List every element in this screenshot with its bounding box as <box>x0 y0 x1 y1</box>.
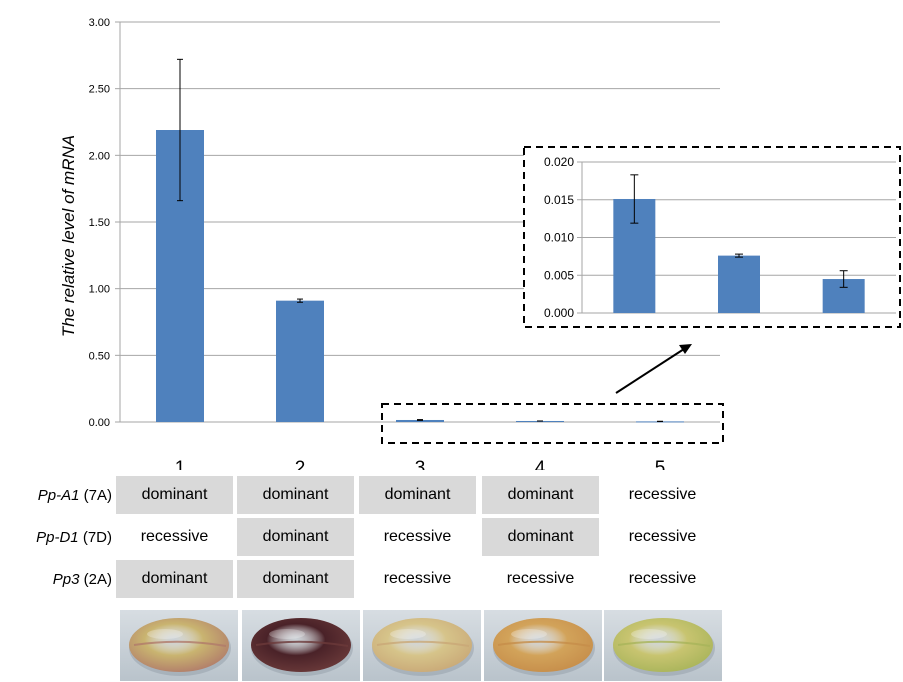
category-label-1: 1 <box>175 458 186 470</box>
seed-image-5 <box>604 610 722 681</box>
gene-name: Pp-A1 <box>37 487 80 504</box>
gene-label: Pp-A1 (7A) <box>0 476 112 516</box>
genotype-cell: recessive <box>604 518 721 556</box>
main-y-tick-label: 0.50 <box>89 350 110 362</box>
category-label-3: 3 <box>415 458 426 470</box>
seed-image-1 <box>120 610 238 681</box>
main-y-tick-label: 0.00 <box>89 417 110 429</box>
genotype-cell: recessive <box>482 560 599 598</box>
zoom-arrow-head <box>679 344 692 354</box>
y-axis-label: The relative level of mRNA <box>59 135 78 337</box>
inset-error-bars <box>630 174 848 288</box>
main-chart: 0.00 0.50 1.00 1.50 2.00 2.50 3.00 1 2 3 4 5 The r… <box>59 17 901 470</box>
gene-label: Pp3 (2A) <box>0 560 112 600</box>
genotype-cell: dominant <box>237 560 354 598</box>
main-y-tick-label: 2.00 <box>89 150 110 162</box>
gene-name: Pp3 <box>52 571 80 588</box>
gene-chromosome: (2A) <box>79 571 112 588</box>
main-y-tick-label: 1.00 <box>89 284 110 296</box>
inset-y-tick-label: 0.020 <box>544 155 574 169</box>
main-y-tick-label: 2.50 <box>89 84 110 96</box>
inset-y-tick-label: 0.005 <box>544 268 574 282</box>
category-label-2: 2 <box>295 458 306 470</box>
genotype-cell: recessive <box>604 476 721 514</box>
seed-image-3 <box>363 610 481 681</box>
zoom-arrow <box>615 348 685 394</box>
gene-chromosome: (7D) <box>78 529 112 546</box>
genotype-cell: dominant <box>116 560 233 598</box>
genotype-cell: dominant <box>359 476 476 514</box>
genotype-cell: recessive <box>359 518 476 556</box>
category-label-5: 5 <box>655 458 666 470</box>
genotype-cell: dominant <box>237 518 354 556</box>
inset-y-tick-labels: 0.000 0.005 0.010 0.015 0.020 <box>544 155 574 320</box>
main-error-bars <box>177 58 663 423</box>
genotype-cell: recessive <box>604 560 721 598</box>
category-label-4: 4 <box>535 458 546 470</box>
main-y-tick-label: 3.00 <box>89 17 110 29</box>
genotype-cell: dominant <box>237 476 354 514</box>
gene-chromosome: (7A) <box>79 487 112 504</box>
inset-bar-4 <box>718 255 760 313</box>
main-x-category-labels: 1 2 3 4 5 <box>175 458 666 470</box>
inset-y-tick-label: 0.010 <box>544 231 574 245</box>
main-bar-2 <box>276 300 324 422</box>
genotype-cell: dominant <box>482 476 599 514</box>
inset-y-tick-label: 0.015 <box>544 193 574 207</box>
inset-y-tick-label: 0.000 <box>544 306 574 320</box>
genotype-cell: recessive <box>359 560 476 598</box>
gene-name: Pp-D1 <box>36 529 79 546</box>
genotype-cell: recessive <box>116 518 233 556</box>
highlight-box <box>381 403 724 444</box>
main-y-tick-label: 1.50 <box>89 217 110 229</box>
genotype-cell: dominant <box>116 476 233 514</box>
main-bar-3 <box>396 419 444 422</box>
main-y-tick-labels: 0.00 0.50 1.00 1.50 2.00 2.50 3.00 <box>89 17 110 429</box>
seed-image-2 <box>242 610 360 681</box>
gene-label: Pp-D1 (7D) <box>0 518 112 558</box>
genotype-cell: dominant <box>482 518 599 556</box>
seed-image-4 <box>484 610 602 681</box>
